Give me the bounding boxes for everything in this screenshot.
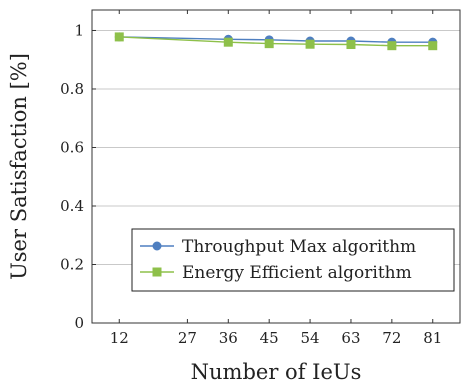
x-tick-label: 81 <box>423 329 442 347</box>
y-tick-label: 0.2 <box>60 255 84 273</box>
y-tick-label: 1 <box>74 21 84 39</box>
legend: Throughput Max algorithm Energy Efficient… <box>131 228 455 292</box>
legend-label: Throughput Max algorithm <box>182 237 416 257</box>
y-tick-label: 0 <box>74 314 84 332</box>
y-tick-label: 0.4 <box>60 197 84 215</box>
legend-marker <box>152 267 162 277</box>
series-2 <box>114 32 438 51</box>
data-point <box>346 40 356 50</box>
legend-marker <box>152 241 162 251</box>
axis-ticks: 0 0.2 0.4 0.6 0.8 1 12 27 36 45 54 63 72 81 <box>60 10 442 347</box>
legend-box <box>131 228 455 292</box>
x-tick-label: 72 <box>382 329 401 347</box>
data-point <box>428 41 438 51</box>
y-tick-label: 0.8 <box>60 80 84 98</box>
data-point <box>264 39 274 49</box>
data-point <box>305 39 315 49</box>
data-point <box>114 32 124 42</box>
y-axis-title: User Satisfaction [%] <box>7 53 31 280</box>
x-axis-title: Number of IeUs <box>191 360 362 384</box>
series-layer <box>114 32 438 51</box>
y-tick-label: 0.6 <box>60 138 84 156</box>
legend-label: Energy Efficient algorithm <box>182 263 412 283</box>
x-tick-label: 27 <box>178 329 197 347</box>
data-point <box>387 41 397 51</box>
x-tick-label: 63 <box>341 329 360 347</box>
x-tick-label: 36 <box>219 329 238 347</box>
data-point <box>223 37 233 47</box>
x-tick-label: 12 <box>110 329 129 347</box>
x-tick-label: 54 <box>301 329 320 347</box>
plot-frame <box>91 9 461 324</box>
x-tick-label: 45 <box>260 329 279 347</box>
